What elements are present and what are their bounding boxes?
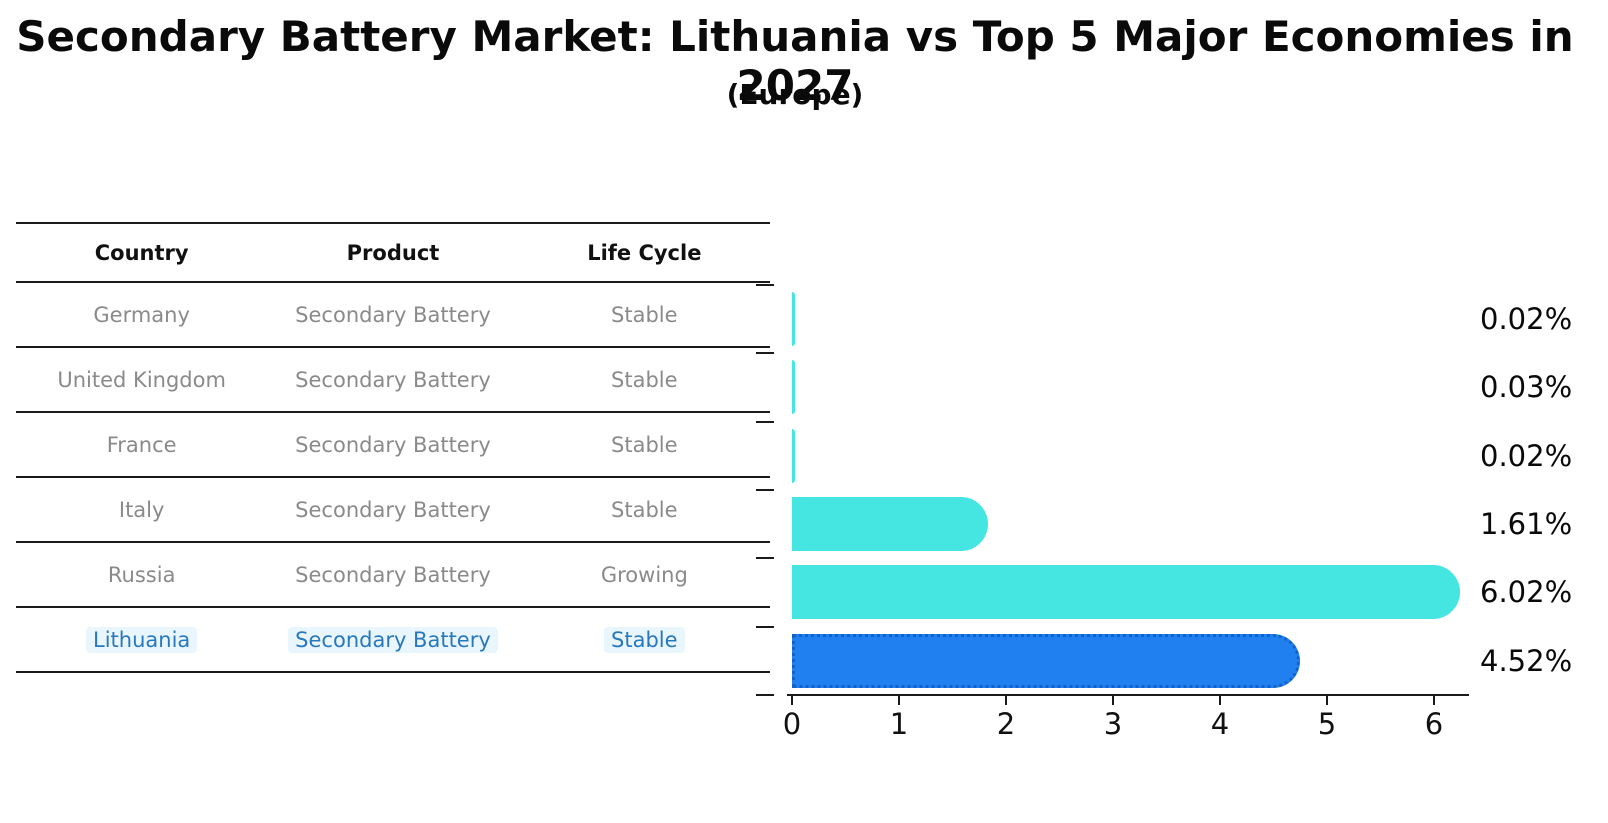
cell-text: Secondary Battery (295, 302, 491, 327)
x-axis-tick-label: 6 (1424, 707, 1444, 741)
cell-text: Growing (600, 562, 688, 587)
cell-product: Secondary Battery (267, 626, 518, 653)
x-axis-tick-label: 1 (889, 707, 909, 741)
x-axis-line (787, 694, 1469, 696)
cell-text: Secondary Battery (295, 367, 491, 392)
table-row-russia: Russia Secondary Battery Growing (16, 543, 770, 608)
value-label-russia: 6.02% (1480, 575, 1573, 610)
cell-text: United Kingdom (57, 367, 226, 392)
cell-text: Stable (611, 497, 678, 522)
table-row-france: France Secondary Battery Stable (16, 413, 770, 478)
cell-text: Russia (107, 562, 176, 587)
cell-country: France (16, 433, 267, 457)
x-axis-tick (1326, 696, 1328, 705)
cell-product: Secondary Battery (267, 498, 518, 522)
value-label-united-kingdom: 0.03% (1480, 370, 1573, 405)
table-row-united-kingdom: United Kingdom Secondary Battery Stable (16, 348, 770, 413)
cell-text: Secondary Battery (288, 626, 498, 653)
cell-text: Stable (611, 432, 678, 457)
y-axis-tick (756, 557, 774, 560)
x-axis-tick-label: 4 (1210, 707, 1230, 741)
table-header-product: Product (346, 240, 440, 265)
x-axis-tick (1219, 696, 1221, 705)
table-row-germany: Germany Secondary Battery Stable (16, 283, 770, 348)
cell-life-cycle: Stable (519, 626, 770, 653)
cell-text: Lithuania (86, 626, 198, 653)
x-axis-tick (898, 696, 900, 705)
y-axis-tick (756, 625, 774, 628)
cell-text: Italy (118, 497, 165, 522)
cell-product: Secondary Battery (267, 303, 518, 327)
cell-product: Secondary Battery (267, 563, 518, 587)
bar-germany (792, 292, 795, 347)
cell-text: Stable (604, 626, 685, 653)
cell-life-cycle: Stable (519, 303, 770, 327)
bar-italy (792, 497, 989, 552)
cell-country: Germany (16, 303, 267, 327)
bar-france (792, 428, 795, 483)
value-label-lithuania: 4.52% (1480, 643, 1573, 678)
value-label-germany: 0.02% (1480, 302, 1573, 337)
cell-country: United Kingdom (16, 368, 267, 392)
x-axis-tick-label: 3 (1103, 707, 1123, 741)
table-header-row: Country Product Life Cycle (16, 224, 770, 283)
x-axis-tick-label: 0 (782, 707, 802, 741)
y-axis-tick (756, 352, 774, 355)
cell-life-cycle: Stable (519, 433, 770, 457)
cell-text: Stable (611, 367, 678, 392)
cell-text: Secondary Battery (295, 497, 491, 522)
x-axis-tick (791, 696, 793, 705)
bar-russia (792, 565, 1461, 620)
chart-title: Secondary Battery Market: Lithuania vs T… (16, 12, 1574, 110)
table-row-italy: Italy Secondary Battery Stable (16, 478, 770, 543)
cell-text: Stable (611, 302, 678, 327)
table-header-life-cycle: Life Cycle (587, 240, 702, 265)
cell-life-cycle: Stable (519, 368, 770, 392)
value-label-italy: 1.61% (1480, 507, 1573, 542)
x-axis-tick-label: 5 (1317, 707, 1337, 741)
cell-product: Secondary Battery (267, 368, 518, 392)
x-axis-tick (1005, 696, 1007, 705)
cell-country: Russia (16, 563, 267, 587)
cell-life-cycle: Stable (519, 498, 770, 522)
x-axis-tick (1112, 696, 1114, 705)
y-axis-tick (756, 488, 774, 491)
x-axis-tick-label: 2 (996, 707, 1016, 741)
cell-life-cycle: Growing (519, 563, 770, 587)
cell-text: France (106, 432, 177, 457)
y-axis-tick (756, 420, 774, 423)
y-axis-tick (756, 284, 774, 286)
y-axis-tick (756, 693, 774, 696)
table-row-lithuania: Lithuania Secondary Battery Stable (16, 608, 770, 673)
table-header-country: Country (94, 240, 189, 265)
cell-country: Italy (16, 498, 267, 522)
bar-united-kingdom (792, 360, 796, 415)
cell-text: Secondary Battery (295, 562, 491, 587)
cell-product: Secondary Battery (267, 433, 518, 457)
cell-country: Lithuania (16, 626, 267, 653)
cell-text: Secondary Battery (295, 432, 491, 457)
x-axis-tick (1433, 696, 1435, 705)
country-table: Country Product Life Cycle Germany Secondar… (16, 222, 770, 673)
value-label-france: 0.02% (1480, 438, 1573, 473)
bar-lithuania (792, 633, 1300, 688)
chart-subtitle: (Europe) (726, 78, 864, 111)
cell-text: Germany (93, 302, 190, 327)
